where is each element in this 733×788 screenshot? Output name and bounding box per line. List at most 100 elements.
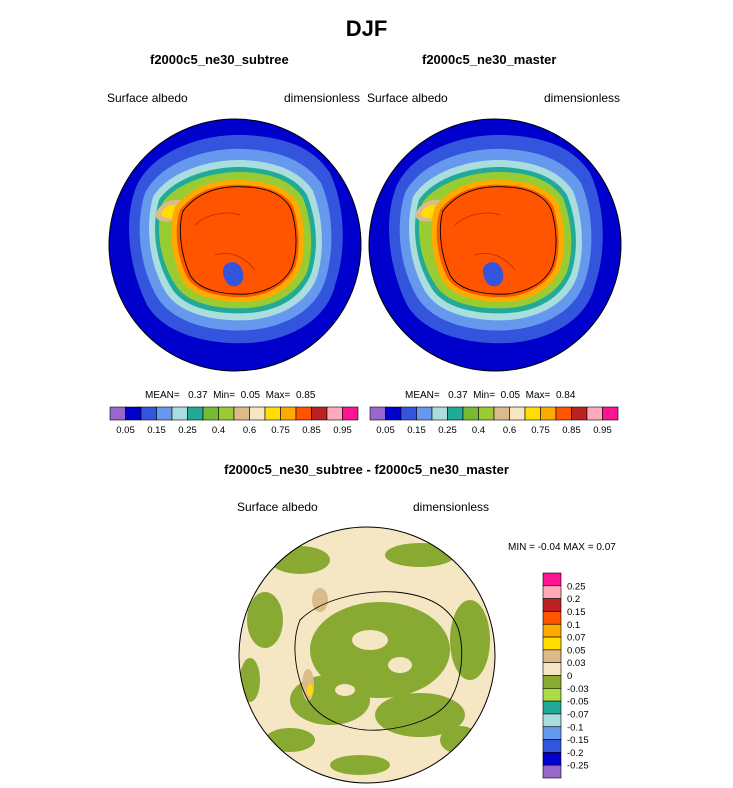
difference-minmax: MIN = -0.04 MAX = 0.07 — [508, 542, 616, 553]
colorbar-swatch — [542, 713, 562, 728]
colorbar-swatch — [542, 636, 562, 651]
colorbar-tick-label: 0 — [567, 671, 572, 682]
colorbar-swatch — [542, 585, 562, 599]
mean-label: MEAN= — [145, 390, 180, 401]
colorbar-tick-label: 0.85 — [302, 425, 321, 436]
colorbar-swatch — [233, 406, 250, 421]
colorbar-swatch — [493, 406, 510, 421]
panel2-stats: MEAN= 0.37 Min= 0.05 Max= 0.84 — [405, 390, 575, 401]
colorbar-swatch — [249, 406, 266, 421]
colorbar-swatch — [369, 406, 386, 421]
colorbar-tick-label: 0.95 — [593, 425, 612, 436]
min-label: Min= — [213, 390, 236, 401]
colorbar-tick-label: 0.95 — [333, 425, 352, 436]
colorbar-swatch — [602, 406, 619, 421]
colorbar-tick-label: 0.4 — [212, 425, 225, 436]
colorbar-swatch — [385, 406, 402, 421]
colorbar-tick-label: -0.15 — [567, 735, 589, 746]
colorbar-swatch — [542, 598, 562, 612]
mean-label: MEAN= — [405, 390, 440, 401]
colorbar-swatch — [542, 726, 562, 740]
colorbar-swatch — [140, 406, 157, 421]
colorbar-tick-label: 0.25 — [567, 581, 586, 592]
colorbar-tick-label: 0.25 — [438, 425, 457, 436]
colorbar-swatch — [542, 688, 562, 702]
difference-colorbar: 0.250.20.150.10.070.050.030-0.03-0.05-0.… — [542, 572, 589, 779]
colorbar-swatch — [509, 406, 526, 421]
colorbar-tick-label: 0.15 — [567, 607, 586, 618]
colorbar-tick-label: 0.15 — [407, 425, 426, 436]
panel1-variable-label: Surface albedo — [107, 91, 188, 105]
colorbar-tick-label: 0.03 — [567, 658, 586, 669]
colorbar-tick-label: -0.05 — [567, 697, 589, 708]
colorbar-tick-label: 0.2 — [567, 594, 580, 605]
colorbar-swatch — [462, 406, 479, 421]
panel1-map — [108, 118, 362, 372]
colorbar-swatch — [524, 406, 541, 421]
mean-value: 0.37 — [448, 390, 468, 401]
colorbar-swatch — [264, 406, 281, 421]
panel2-variable-label: Surface albedo — [367, 91, 448, 105]
colorbar-swatch — [555, 406, 572, 421]
colorbar-tick-label: 0.1 — [567, 620, 580, 631]
panel2-units-label: dimensionless — [544, 91, 621, 105]
colorbar-swatch — [280, 406, 297, 421]
colorbar-tick-label: -0.25 — [567, 761, 589, 772]
panel2-title: f2000c5_ne30_master — [422, 52, 557, 67]
colorbar-swatch — [171, 406, 188, 421]
colorbar-swatch — [416, 406, 433, 421]
min-value: 0.05 — [500, 390, 521, 401]
colorbar-swatch — [542, 752, 562, 766]
colorbar-swatch — [218, 406, 235, 421]
max-value: 0.84 — [555, 390, 576, 401]
colorbar-swatch — [342, 406, 359, 421]
colorbar-swatch — [431, 406, 448, 421]
colorbar-swatch — [447, 406, 464, 421]
colorbar-swatch — [478, 406, 495, 421]
colorbar-tick-label: 0.75 — [271, 425, 290, 436]
colorbar-swatch — [187, 406, 204, 421]
colorbar-tick-label: -0.1 — [567, 722, 583, 733]
colorbar-tick-label: 0.05 — [116, 425, 135, 436]
colorbar-swatch — [542, 675, 562, 689]
colorbar-swatch — [542, 649, 562, 663]
colorbar-swatch — [542, 764, 562, 779]
difference-map — [238, 526, 496, 784]
colorbar-swatch — [571, 406, 588, 421]
colorbar-swatch — [542, 700, 562, 715]
colorbar-tick-label: 0.05 — [567, 645, 586, 656]
colorbar-tick-label: 0.05 — [376, 425, 395, 436]
colorbar-tick-label: -0.07 — [567, 709, 589, 720]
panel2-map — [368, 118, 622, 372]
max-label: Max= — [525, 390, 551, 401]
colorbar-swatch — [326, 406, 343, 421]
colorbar-swatch — [400, 406, 417, 421]
colorbar-swatch — [295, 406, 312, 421]
colorbar-swatch — [125, 406, 142, 421]
figure-title: DJF — [345, 16, 388, 41]
colorbar-swatch — [109, 406, 126, 421]
colorbar-swatch — [542, 623, 562, 638]
colorbar-tick-label: 0.75 — [531, 425, 550, 436]
colorbar-swatch — [540, 406, 557, 421]
panel1-colorbar: 0.05 0.15 0.25 0.4 0.6 0.75 0.85 0.95 — [109, 406, 359, 436]
colorbar-swatch — [542, 611, 562, 625]
max-value: 0.85 — [295, 390, 316, 401]
colorbar-swatch — [156, 406, 173, 421]
colorbar-tick-label: -0.2 — [567, 748, 583, 759]
colorbar-tick-label: 0.07 — [567, 633, 586, 644]
colorbar-tick-label: 0.4 — [472, 425, 485, 436]
colorbar-tick-label: 0.85 — [562, 425, 581, 436]
colorbar-swatch — [542, 572, 562, 587]
colorbar-swatch — [542, 739, 562, 753]
colorbar-tick-label: 0.15 — [147, 425, 166, 436]
colorbar-tick-label: 0.6 — [503, 425, 516, 436]
panel1-title: f2000c5_ne30_subtree — [150, 52, 289, 67]
colorbar-swatch — [311, 406, 328, 421]
colorbar-tick-label: -0.03 — [567, 684, 589, 695]
colorbar-swatch — [202, 406, 219, 421]
colorbar-swatch — [586, 406, 603, 421]
panel1-stats: MEAN= 0.37 Min= 0.05 Max= 0.85 — [145, 390, 315, 401]
